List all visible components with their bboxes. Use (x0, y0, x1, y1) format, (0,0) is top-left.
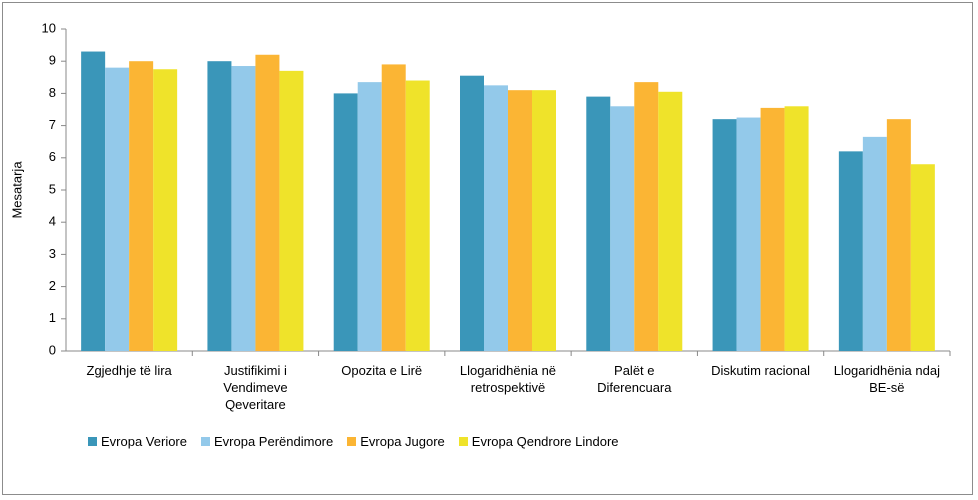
bar (460, 75, 484, 351)
bar (279, 70, 304, 352)
bar (105, 67, 130, 351)
bar (255, 54, 280, 351)
y-tick-label: 9 (49, 53, 56, 68)
bar (381, 64, 406, 352)
y-tick-label: 8 (49, 85, 56, 100)
legend-label: Evropa Jugore (360, 434, 445, 449)
legend-swatch (201, 437, 210, 446)
x-tick-label: Opozita e Lirë (341, 363, 423, 378)
legend-item: Evropa Veriore (88, 434, 187, 449)
bar (586, 96, 611, 352)
legend-item: Evropa Jugore (347, 434, 445, 449)
legend-label: Evropa Perëndimore (214, 434, 334, 449)
x-tick-label: Zgjedhje të lira (86, 363, 172, 378)
bar (736, 117, 761, 351)
y-axis-title: Mesatarja (9, 161, 24, 219)
legend-item: Evropa Qendrore Lindore (458, 434, 619, 449)
y-tick-label: 3 (49, 246, 56, 261)
bar (760, 107, 785, 351)
y-tick-label: 7 (49, 117, 56, 132)
x-tick-label: Diskutim racional (711, 363, 811, 378)
bar (634, 82, 659, 351)
bar (862, 136, 887, 351)
legend-swatch (458, 437, 468, 446)
x-tick-label: Palët e Diferencuara (597, 363, 672, 395)
bar (658, 91, 683, 351)
y-tick-label: 6 (49, 149, 56, 164)
bar (838, 151, 863, 351)
legend-swatch (88, 437, 97, 446)
y-tick-label: 4 (49, 214, 56, 229)
bar (405, 80, 430, 352)
bar (886, 119, 911, 351)
chart-frame (2, 2, 973, 495)
bar (610, 106, 635, 351)
legend: Evropa Veriore Evropa Perëndimore Evropa J… (88, 434, 619, 449)
legend-label: Evropa Qendrore Lindore (471, 434, 619, 449)
bar (231, 66, 256, 351)
bar (712, 119, 737, 351)
bar (333, 93, 358, 352)
legend-item: Evropa Perëndimore (201, 434, 333, 449)
bar (357, 82, 382, 351)
bar (508, 90, 532, 352)
x-tick-label: Llogaridhënia në retrospektivë (459, 363, 557, 395)
y-tick-label: 1 (49, 310, 56, 325)
y-tick-label: 0 (49, 342, 56, 357)
legend-swatch (347, 437, 357, 446)
bar (484, 85, 508, 351)
x-tick-label: Llogaridhënia ndaj BE-së (833, 363, 940, 395)
bar (910, 164, 935, 351)
y-tick-label: 2 (49, 278, 56, 293)
y-tick-label: 10 (42, 20, 56, 35)
y-tick-label: 5 (49, 181, 56, 196)
legend-label: Evropa Veriore (101, 434, 187, 449)
bar (532, 90, 556, 352)
bar (129, 61, 154, 351)
bar (81, 51, 106, 351)
x-tick-label: Justifikimi i Vendimeve Qeveritare (223, 363, 288, 412)
bar (784, 106, 809, 351)
bar (153, 69, 178, 351)
bar (207, 61, 232, 351)
